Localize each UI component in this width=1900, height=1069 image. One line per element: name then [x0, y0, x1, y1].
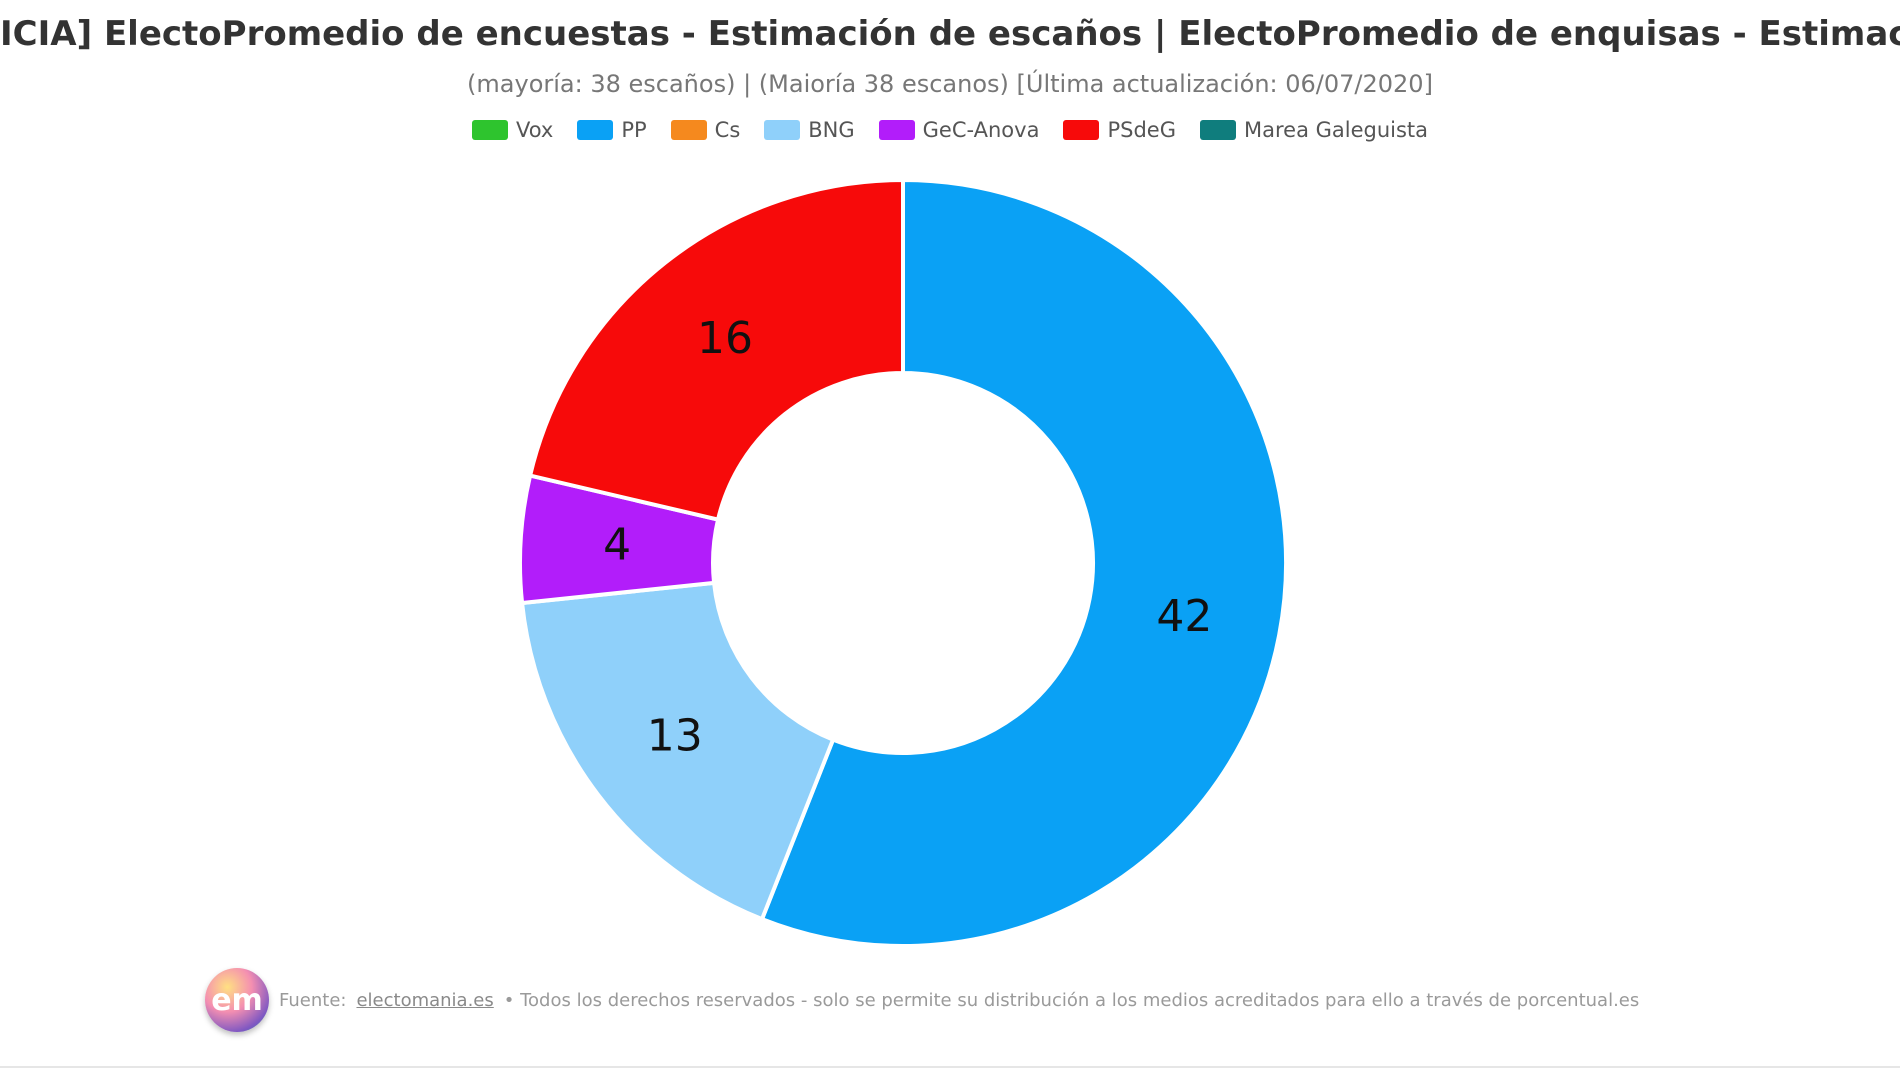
chart-title: ICIA] ElectoPromedio de encuestas - Esti…	[0, 14, 1900, 54]
legend-swatch	[1063, 120, 1100, 140]
bottom-divider	[0, 1066, 1900, 1068]
electomania-logo: em	[205, 968, 269, 1032]
legend-swatch	[471, 120, 508, 140]
data-label: 16	[697, 313, 753, 364]
donut-slice-pp[interactable]	[759, 177, 1288, 948]
chart-subtitle: (mayoría: 38 escaños) | (Maioría 38 esca…	[467, 70, 1433, 98]
data-label: 4	[603, 520, 631, 571]
legend-swatch	[1199, 120, 1236, 140]
legend-item[interactable]: PSdeG	[1063, 118, 1176, 142]
legend-item[interactable]: Marea Galeguista	[1199, 118, 1429, 142]
legend-label: PSdeG	[1107, 118, 1176, 142]
legend-item[interactable]: Vox	[471, 118, 554, 142]
legend-item[interactable]: PP	[577, 118, 647, 142]
legend-label: GeC-Anova	[922, 118, 1040, 142]
legend-swatch	[878, 120, 915, 140]
legend-swatch	[577, 120, 614, 140]
chart-footer: em Fuente: electomania.es • Todos los de…	[205, 968, 1639, 1032]
legend-label: PP	[621, 118, 647, 142]
footer-source-prefix: Fuente:	[279, 989, 347, 1011]
data-label: 42	[1156, 591, 1212, 642]
donut-slice-bng[interactable]	[519, 580, 836, 922]
legend-item[interactable]: Cs	[670, 118, 741, 142]
legend-swatch	[764, 120, 801, 140]
data-label: 13	[647, 711, 703, 762]
legend-label: Cs	[714, 118, 741, 142]
legend-swatch	[670, 120, 707, 140]
footer-rights-text: • Todos los derechos reservados - solo s…	[503, 989, 1640, 1011]
legend-item[interactable]: BNG	[764, 118, 855, 142]
legend-label: Marea Galeguista	[1243, 118, 1429, 142]
donut-slice-psdeg[interactable]	[527, 177, 905, 523]
chart-legend: Vox PP Cs BNG GeC-Anova PSdeG Marea Galeguista	[0, 118, 1900, 142]
footer-source-link[interactable]: electomania.es	[356, 989, 494, 1011]
legend-label: Vox	[515, 118, 554, 142]
legend-label: BNG	[808, 118, 855, 142]
legend-item[interactable]: GeC-Anova	[878, 118, 1040, 142]
